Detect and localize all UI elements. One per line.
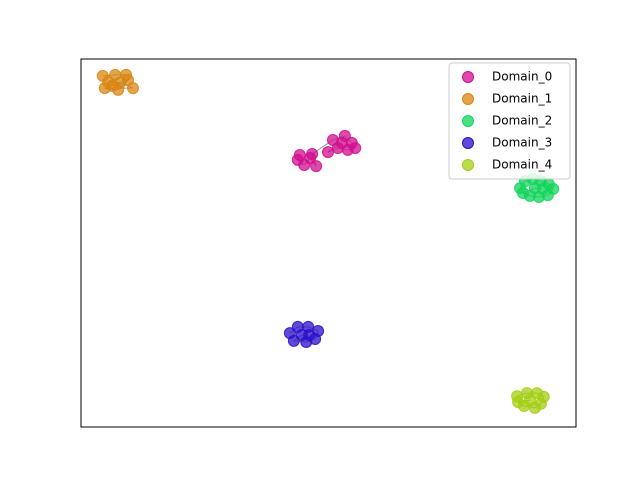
plot-frame (80, 58, 577, 428)
point (335, 136, 348, 149)
point (310, 160, 323, 173)
legend-label: Domain_3 (492, 136, 552, 150)
point (517, 186, 530, 199)
legend-box (448, 62, 571, 180)
legend-label: Domain_0 (492, 70, 552, 84)
point (322, 146, 335, 159)
point (512, 395, 525, 408)
point (306, 147, 319, 160)
legend-marker (462, 159, 474, 171)
legend-marker (462, 93, 474, 105)
legend-marker (462, 137, 474, 149)
legend-label: Domain_4 (492, 158, 552, 172)
point (122, 73, 135, 86)
legend-label: Domain_2 (492, 114, 552, 128)
legend-marker (462, 71, 474, 83)
point (106, 79, 119, 92)
point (536, 182, 549, 195)
point (303, 329, 316, 341)
legend-marker (462, 115, 474, 127)
legend-label: Domain_1 (492, 92, 552, 106)
point (287, 334, 300, 347)
point (523, 394, 536, 407)
